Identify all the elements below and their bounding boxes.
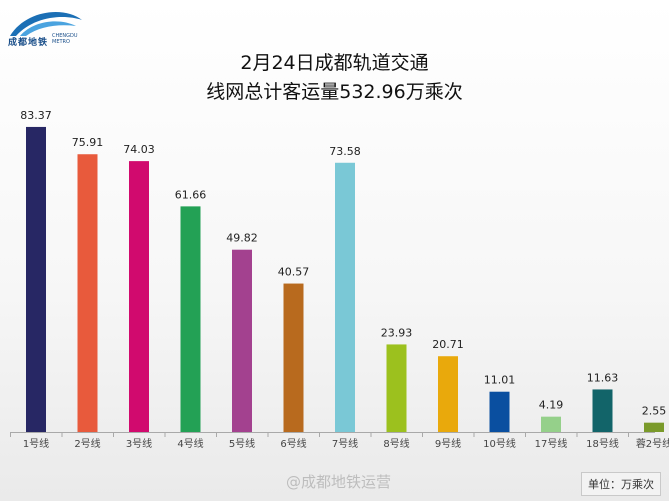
bar-5 [232, 249, 252, 432]
bar-12 [592, 389, 613, 432]
bar-8 [386, 344, 407, 432]
x-tick-label-6: 6号线 [280, 437, 306, 450]
x-tick-label-9: 9号线 [435, 437, 461, 450]
watermark: @成都地铁运营 [286, 473, 392, 491]
x-tick-label-11: 17号线 [535, 437, 568, 450]
bar-6 [283, 283, 304, 432]
bar-2 [77, 154, 98, 432]
bar-7 [335, 162, 355, 432]
data-label-12: 11.63 [587, 371, 619, 384]
bar-1 [26, 126, 46, 432]
bar-11 [541, 416, 561, 432]
bar-10 [489, 391, 510, 432]
x-tick-label-2: 2号线 [74, 437, 100, 450]
chengdu-metro-logo-icon [10, 12, 82, 36]
bar-9 [438, 356, 458, 432]
data-label-9: 20.71 [432, 338, 464, 351]
data-label-7: 73.58 [329, 145, 361, 158]
data-label-13: 2.55 [642, 405, 667, 418]
logo-en-line1: CHENGDU [52, 33, 78, 39]
bar-13 [644, 422, 664, 432]
x-tick-label-1: 1号线 [23, 437, 49, 450]
x-tick-label-4: 4号线 [177, 437, 203, 450]
data-label-10: 11.01 [484, 374, 516, 387]
data-label-2: 75.91 [72, 136, 104, 149]
unit-label: 单位：万乘次 [581, 472, 661, 496]
x-tick-label-3: 3号线 [126, 437, 152, 450]
data-label-1: 83.37 [20, 109, 52, 122]
logo-en-line2: METRO [52, 39, 70, 45]
data-label-5: 49.82 [226, 232, 258, 245]
data-label-11: 4.19 [539, 399, 564, 412]
bar-3 [129, 161, 149, 432]
x-tick-label-5: 5号线 [229, 437, 255, 450]
data-label-4: 61.66 [175, 188, 207, 201]
x-tick-label-12: 18号线 [586, 437, 619, 450]
x-tick-label-13: 蓉2号线 [636, 437, 669, 450]
chart-title-line2: 线网总计客运量532.96万乘次 [206, 81, 463, 103]
data-label-8: 23.93 [381, 326, 413, 339]
chart-title-line1: 2月24日成都轨道交通 [240, 52, 429, 74]
logo-text: 成都地铁 [8, 38, 49, 48]
logo-en-text: CHENGDU METRO [52, 33, 78, 45]
bar-4 [180, 206, 201, 432]
x-tick-label-10: 10号线 [483, 437, 516, 450]
x-tick-label-7: 7号线 [332, 437, 358, 450]
data-label-6: 40.57 [278, 266, 310, 279]
data-label-3: 74.03 [123, 143, 155, 156]
x-tick-label-8: 8号线 [383, 437, 409, 450]
